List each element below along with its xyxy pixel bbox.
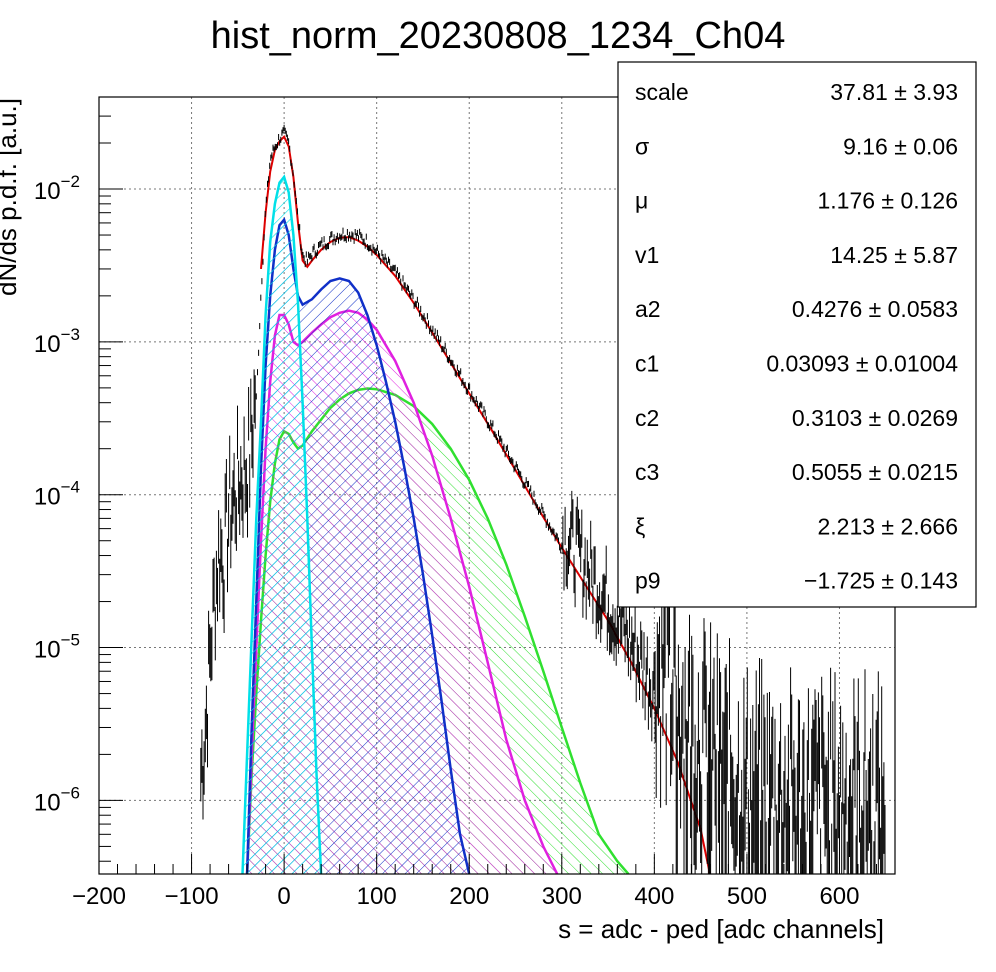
x-tick-label: 0 [277,883,290,910]
y-tick-label: 10−6 [34,783,80,816]
data-histogram [200,124,886,874]
stat-label: c3 [635,459,659,485]
stat-value: 0.3103 ± 0.0269 [792,405,958,431]
y-tick-base: 10 [34,637,61,664]
y-tick-label: 10−4 [34,478,80,511]
y-tick-exponent: −6 [61,783,80,802]
stat-value: 2.213 ± 2.666 [817,513,958,539]
stat-value: 37.81 ± 3.93 [830,79,958,105]
stat-label: c2 [635,405,659,431]
fit-stats-box: scale 37.81 ± 3.93 σ 9.16 ± 0.06 μ 1.176 ± 0.… [617,61,977,608]
x-tick-label: 400 [634,883,674,910]
stat-label: ξ [635,513,645,539]
stat-value: 0.4276 ± 0.0583 [792,296,958,322]
stat-value: 14.25 ± 5.87 [830,242,958,268]
x-tick-label: 500 [727,883,767,910]
stat-label: p9 [635,568,661,594]
stat-label: a2 [635,296,661,322]
x-tick-label: −200 [72,883,126,910]
stat-value: 0.5055 ± 0.0215 [792,459,958,485]
x-axis: −200 −100 0 100 200 300 400 500 600 [72,854,877,910]
y-tick-exponent: −3 [61,325,80,344]
x-tick-label: −100 [165,883,219,910]
y-tick-label: 10−5 [34,631,80,664]
stat-label: σ [635,133,649,159]
x-tick-label: 300 [542,883,582,910]
fit-component-curve [241,174,323,874]
y-tick-exponent: −2 [61,172,80,191]
stat-label: scale [635,79,689,105]
y-axis: 10−610−510−410−310−2 [34,96,123,862]
y-tick-label: 10−3 [34,325,80,358]
fit-component-area [242,176,322,874]
x-tick-label: 100 [357,883,397,910]
y-tick-exponent: −5 [61,631,80,650]
stat-label: v1 [635,242,659,268]
stat-value: 9.16 ± 0.06 [843,133,958,159]
stat-value: 0.03093 ± 0.01004 [766,351,958,377]
y-tick-base: 10 [34,331,61,358]
stats-box-frame [617,61,977,608]
y-axis-title: dN/ds p.d.f. [a.u.] [0,98,22,296]
x-tick-label: 200 [449,883,489,910]
histogram-bins [200,124,886,874]
stat-label: μ [635,188,648,214]
y-tick-exponent: −4 [61,478,80,497]
x-tick-label: 600 [819,883,859,910]
x-axis-title: s = adc - ped [adc channels] [558,914,884,944]
stat-label: c1 [635,351,659,377]
y-tick-base: 10 [34,789,61,816]
chart-title: hist_norm_20230808_1234_Ch04 [211,15,786,57]
y-tick-label: 10−2 [34,172,80,205]
stat-value: 1.176 ± 0.126 [817,188,958,214]
y-tick-base: 10 [34,484,61,511]
stat-value: −1.725 ± 0.143 [804,568,958,594]
fit-components [241,134,711,874]
y-tick-base: 10 [34,178,61,205]
